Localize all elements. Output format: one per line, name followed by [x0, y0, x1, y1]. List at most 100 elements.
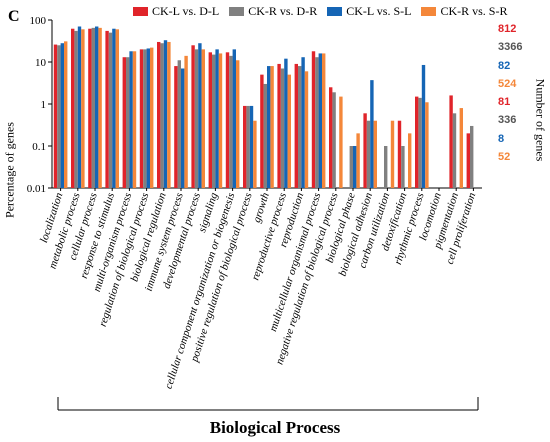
gene-count: 336	[498, 114, 517, 127]
bar-4	[184, 55, 188, 188]
y-axis-label-right-text: Number of genes	[533, 78, 548, 162]
bar-2	[452, 113, 457, 188]
bar-1	[260, 74, 264, 188]
bar-3	[95, 26, 99, 188]
x-axis-title: Biological Process	[209, 418, 341, 437]
bar-1	[397, 120, 402, 188]
bar-3	[163, 40, 168, 189]
bar-2	[91, 27, 95, 189]
bar-2	[143, 49, 147, 189]
bar-2	[470, 125, 474, 188]
y-tick-label: 100	[30, 15, 47, 27]
bar-4	[304, 71, 309, 188]
y-axis-label-right: Number of genes	[532, 60, 548, 180]
legend-swatch	[421, 7, 437, 16]
bar-2	[315, 57, 319, 188]
bar-1	[277, 63, 281, 188]
bar-3	[77, 26, 82, 188]
bar-4	[425, 102, 429, 188]
bar-4	[81, 29, 85, 189]
bar-3	[421, 64, 426, 188]
bar-2	[418, 97, 422, 188]
bar-1	[415, 96, 419, 188]
legend-item-ckl-dl: CK-L vs. D-L	[133, 4, 219, 19]
bar-4	[339, 96, 343, 188]
gene-count: 3366	[498, 41, 523, 54]
legend-swatch	[133, 7, 148, 16]
bar-2	[401, 146, 405, 188]
bar-1	[53, 44, 58, 188]
bar-2	[212, 54, 216, 188]
bar-4	[218, 53, 223, 189]
bar-1	[174, 66, 178, 188]
y-axis-label-text: Percentage of genes	[2, 122, 17, 218]
bar-3	[129, 51, 133, 189]
bar-4	[253, 120, 257, 188]
bar-3	[284, 58, 288, 188]
gene-count: 8	[498, 132, 505, 145]
bar-3	[181, 68, 185, 188]
gene-count: 524	[498, 77, 517, 90]
bar-2	[298, 66, 302, 188]
bar-1	[466, 133, 470, 188]
bar-4	[373, 120, 377, 188]
bar-1	[157, 41, 161, 188]
bar-4	[356, 133, 360, 188]
bar-2	[126, 57, 130, 188]
panel-label: C	[8, 8, 20, 25]
bar-4	[201, 49, 205, 189]
bar-3	[60, 43, 64, 189]
legend-label: CK-L vs. S-L	[346, 4, 412, 18]
bar-2	[74, 30, 78, 188]
gene-count: 812	[498, 23, 517, 35]
gene-count: 52	[498, 151, 511, 164]
bar-3	[301, 57, 305, 188]
bar-2	[349, 146, 353, 188]
legend-item-ckr-sr: CK-R vs. S-R	[421, 4, 507, 19]
bar-2	[108, 32, 113, 188]
y-tick-label: 10	[35, 57, 47, 69]
bar-3	[232, 49, 236, 189]
legend-swatch	[327, 7, 343, 16]
bar-3	[249, 105, 254, 188]
bar-1	[225, 52, 230, 189]
y-tick-label: 0.1	[32, 141, 46, 153]
bar-4	[270, 66, 274, 188]
bar-4	[150, 47, 154, 188]
bar-1	[88, 28, 92, 189]
bar-2	[332, 92, 336, 188]
bar-1	[311, 51, 316, 189]
gene-count: 81	[498, 96, 511, 109]
legend: CK-L vs. D-L CK-R vs. D-R CK-L vs. S-L C…	[133, 4, 507, 19]
bar-2	[246, 105, 250, 188]
gene-count: 82	[498, 59, 511, 72]
bar-2	[160, 43, 164, 189]
bar-4	[167, 41, 171, 188]
bar-2	[194, 49, 199, 189]
bar-1	[449, 95, 453, 188]
bar-4	[408, 133, 412, 188]
bar-1	[243, 105, 247, 188]
legend-swatch	[229, 7, 245, 16]
bar-3	[267, 66, 271, 188]
bar-3	[370, 80, 374, 188]
bar-4	[115, 29, 119, 189]
bar-4	[132, 51, 137, 189]
bar-1	[122, 57, 126, 188]
bar-4	[322, 53, 326, 189]
bar-3	[318, 53, 322, 189]
bar-4	[459, 108, 463, 188]
bar-3	[146, 48, 150, 188]
bar-1	[105, 30, 109, 188]
bar-2	[229, 55, 233, 188]
bar-1	[294, 63, 298, 188]
bar-1	[71, 28, 75, 189]
bar-1	[191, 45, 195, 189]
bar-4	[287, 74, 291, 188]
bar-4	[236, 60, 240, 189]
bar-3	[353, 146, 357, 188]
legend-label: CK-R vs. S-R	[440, 4, 508, 18]
bar-3	[198, 43, 202, 189]
bar-2	[57, 45, 61, 189]
